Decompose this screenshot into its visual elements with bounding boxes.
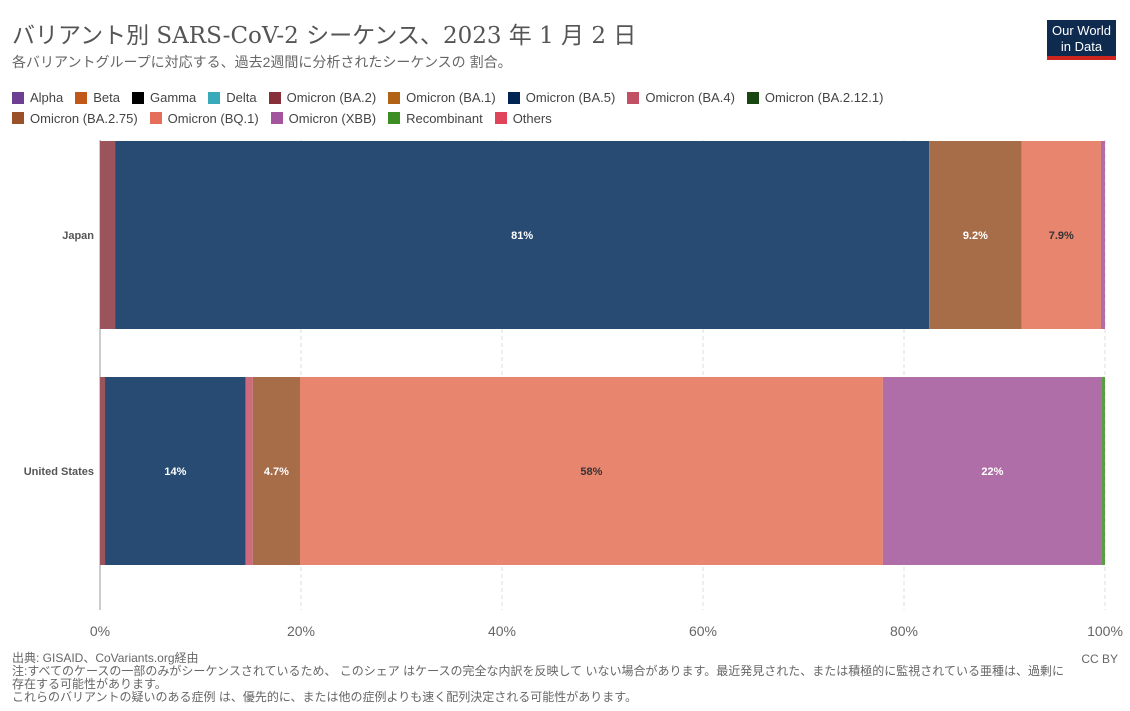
- legend-label: Gamma: [150, 90, 197, 105]
- legend-swatch: [507, 91, 520, 104]
- footnote-2: これらのバリアントの疑いのある症例 は、優先的に、または他の症例よりも速く配列決…: [12, 690, 638, 704]
- data-label: 7.9%: [1049, 230, 1074, 242]
- legend-item[interactable]: Recombinant: [388, 109, 483, 128]
- category-label: United States: [24, 466, 94, 478]
- legend-label: Omicron (BQ.1): [167, 110, 259, 126]
- legend-item[interactable]: Others: [494, 109, 552, 128]
- chart-title: バリアント別 SARS-CoV-2 シーケンス、2023 年 1 月 2 日: [12, 23, 637, 49]
- legend-item[interactable]: Alpha: [12, 88, 63, 107]
- legend-item[interactable]: Omicron (BA.4): [627, 88, 735, 107]
- x-tick-label: 80%: [890, 623, 918, 639]
- bar-segment: [115, 141, 930, 329]
- legend-label: Omicron (XBB): [288, 110, 377, 126]
- legend-label: Omicron (BA.5): [525, 90, 616, 105]
- bar-segment: [100, 141, 116, 329]
- legend-label: Delta: [226, 90, 257, 105]
- bar-segment: [252, 377, 300, 565]
- legend-item[interactable]: Omicron (BA.1): [388, 88, 496, 107]
- legend-swatch: [149, 112, 162, 124]
- category-label: Japan: [62, 230, 94, 242]
- legend-item[interactable]: Omicron (BQ.1): [149, 109, 259, 128]
- x-tick-label: 40%: [488, 623, 516, 639]
- data-label: 9.2%: [963, 230, 988, 242]
- data-label: 4.7%: [264, 466, 289, 478]
- legend-swatch: [268, 91, 281, 104]
- footnote-1: 注:すべてのケースの一部のみがシーケンスされているため、 このシェア はケースの…: [12, 664, 1064, 691]
- bar-segment: [1101, 377, 1105, 565]
- data-label: 81%: [511, 230, 533, 242]
- x-tick-label: 20%: [287, 623, 315, 639]
- legend-label: Omicron (BA.1): [406, 90, 496, 105]
- legend: Alpha Beta Gamma Delta Omicron (BA.2) Omicron…: [12, 88, 1012, 129]
- legend-label: Omicron (BA.2.75): [30, 110, 138, 126]
- legend-swatch: [746, 91, 759, 104]
- bar-segment: [1100, 141, 1105, 329]
- bar-segment: [1021, 141, 1101, 329]
- bar-segment: [105, 377, 246, 565]
- legend-swatch: [388, 112, 401, 124]
- license-link[interactable]: CC BY: [1081, 652, 1118, 666]
- legend-swatch: [388, 91, 401, 104]
- bar-segment: [929, 141, 1022, 329]
- chart-subtitle: 各バリアントグループに対応する、過去2週間に分析されたシーケンスの 割合。: [12, 54, 512, 70]
- legend-label: Omicron (BA.2.12.1): [764, 90, 884, 105]
- bar-segment: [245, 377, 253, 565]
- legend-swatch: [208, 91, 221, 104]
- legend-item[interactable]: Delta: [208, 88, 257, 107]
- bar-segment: [100, 377, 106, 565]
- legend-item[interactable]: Omicron (BA.2.12.1): [746, 88, 884, 107]
- legend-label: Omicron (BA.2): [286, 90, 377, 105]
- x-tick-label: 0%: [90, 623, 110, 639]
- data-label: 22%: [981, 466, 1003, 478]
- legend-label: Beta: [93, 90, 120, 105]
- legend-label: Recombinant: [406, 110, 483, 126]
- legend-item[interactable]: Omicron (BA.2): [268, 88, 377, 107]
- legend-item[interactable]: Gamma: [132, 88, 196, 107]
- x-tick-label: 100%: [1087, 623, 1123, 639]
- legend-swatch: [494, 112, 507, 124]
- owid-logo[interactable]: Our World in Data: [1047, 20, 1116, 60]
- legend-item[interactable]: Beta: [75, 88, 120, 107]
- footer: 出典: GISAID、CoVariants.org経由 注:すべてのケースの一部…: [12, 652, 1072, 704]
- legend-item[interactable]: Omicron (XBB): [270, 109, 377, 128]
- legend-swatch: [270, 112, 283, 124]
- data-label: 14%: [164, 466, 186, 478]
- source-note: 出典: GISAID、CoVariants.org経由: [12, 651, 199, 665]
- legend-label: Omicron (BA.4): [645, 90, 735, 105]
- x-tick-label: 60%: [689, 623, 717, 639]
- legend-swatch: [12, 112, 24, 124]
- legend-label: Others: [512, 110, 552, 126]
- legend-item[interactable]: Omicron (BA.5): [507, 88, 616, 107]
- legend-label: Alpha: [30, 90, 64, 105]
- legend-swatch: [12, 91, 24, 104]
- data-label: 58%: [580, 466, 602, 478]
- legend-swatch: [627, 91, 640, 104]
- legend-item[interactable]: Omicron (BA.2.75): [12, 109, 138, 128]
- bar-segment: [299, 377, 883, 565]
- legend-swatch: [132, 91, 144, 104]
- legend-swatch: [75, 91, 88, 104]
- bar-segment: [882, 377, 1102, 565]
